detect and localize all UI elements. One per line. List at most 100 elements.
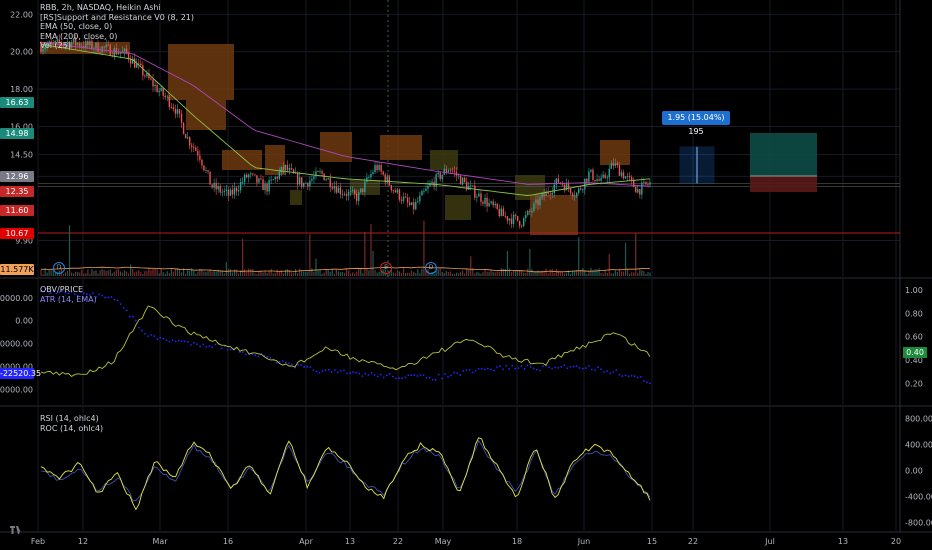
candle-body xyxy=(602,174,604,178)
volume-bar xyxy=(433,273,435,276)
candle-body xyxy=(557,178,560,183)
candle-body xyxy=(567,182,570,189)
candle-body xyxy=(209,171,211,185)
candle-body xyxy=(624,176,627,179)
volume-bar xyxy=(635,232,637,276)
atr-line-point xyxy=(584,367,587,369)
volume-bar xyxy=(40,269,42,276)
candle-body xyxy=(40,46,42,52)
atr-line-point xyxy=(382,376,385,379)
candle-body xyxy=(604,174,606,178)
atr-line-point xyxy=(141,329,143,332)
volume-bar xyxy=(510,272,513,276)
candle-body xyxy=(498,209,500,217)
candle-body xyxy=(569,188,572,194)
volume-bar xyxy=(315,258,317,276)
dividend-event-2[interactable]: D xyxy=(425,262,437,274)
volume-bar xyxy=(614,270,616,276)
atr-line-point xyxy=(254,354,257,357)
candle-body xyxy=(199,155,201,160)
atr-line-point xyxy=(257,355,260,358)
candle-body xyxy=(429,183,431,186)
atr-line-point xyxy=(493,369,495,372)
volume-bar xyxy=(429,273,431,276)
volume-bar xyxy=(588,271,590,276)
volume-bar xyxy=(447,271,449,276)
candle-body xyxy=(592,169,594,180)
atr-line-point xyxy=(52,289,55,291)
atr-line-point xyxy=(474,369,477,372)
volume-bar xyxy=(290,272,293,276)
volume-bar xyxy=(327,270,329,276)
measure-label[interactable]: 1.95 (15.04%) 195 xyxy=(662,111,730,136)
atr-line-point xyxy=(303,366,306,369)
rsi-tick-label: -800.00 xyxy=(905,519,932,528)
x-tick-label: Feb xyxy=(31,537,45,546)
candle-body xyxy=(178,109,181,114)
price-tag-1235: 12.35 xyxy=(0,186,34,197)
sr-zone xyxy=(445,195,471,220)
atr-line-point xyxy=(245,353,247,356)
candle-body xyxy=(620,172,623,176)
volume-bar xyxy=(563,273,566,276)
volume-bar xyxy=(154,268,156,276)
volume-bar xyxy=(44,268,46,276)
candle-body xyxy=(370,174,372,178)
candle-body xyxy=(549,193,551,195)
atr-line-point xyxy=(150,333,153,336)
candle-body xyxy=(453,171,456,172)
volume-bar xyxy=(498,271,500,276)
volume-bar xyxy=(343,272,346,276)
atr-line-point xyxy=(321,369,324,372)
atr-line-point xyxy=(171,339,174,341)
atr-line-point xyxy=(505,364,508,367)
candle-body xyxy=(298,177,301,185)
volume-bar xyxy=(592,270,594,276)
candle-body xyxy=(81,46,83,47)
candle-body xyxy=(635,187,637,193)
earnings-event[interactable]: E xyxy=(380,262,392,274)
volume-bar xyxy=(468,269,470,276)
candle-body xyxy=(243,174,246,182)
atr-line-point xyxy=(526,364,529,367)
candle-body xyxy=(42,49,44,52)
candle-body xyxy=(545,191,547,197)
volume-bar xyxy=(531,269,533,276)
atr-line-point xyxy=(407,374,410,377)
candle-body xyxy=(339,187,342,195)
candle-body xyxy=(156,84,158,92)
candle-body xyxy=(133,58,136,68)
candle-body xyxy=(319,171,321,173)
volume-bar xyxy=(221,271,223,276)
candle-body xyxy=(360,188,362,193)
legend-ema200: EMA (200, close, 0) xyxy=(40,31,118,41)
volume-bar xyxy=(464,273,466,276)
atr-line-point xyxy=(95,296,97,298)
volume-bar xyxy=(398,271,401,276)
sr-zone xyxy=(530,195,578,235)
candle-body xyxy=(506,216,509,221)
candle-body xyxy=(508,218,511,221)
candle-body xyxy=(449,170,452,172)
candle-body xyxy=(74,38,77,45)
atr-line-point xyxy=(578,367,581,369)
candle-body xyxy=(197,150,199,156)
atr-line-point xyxy=(64,291,67,294)
volume-bar xyxy=(237,273,240,276)
volume-bar xyxy=(366,268,368,276)
atr-line-point xyxy=(125,309,128,312)
atr-line-point xyxy=(147,335,150,338)
atr-line-point xyxy=(107,296,110,299)
candle-body xyxy=(398,189,401,200)
volume-bar xyxy=(488,271,490,276)
atr-value-tag: 0.40 xyxy=(903,347,927,358)
rsi-tick-label: 0.00 xyxy=(905,467,923,476)
atr-line-point xyxy=(569,365,572,368)
volume-bar xyxy=(323,272,325,276)
atr-line-point xyxy=(404,376,407,379)
dividend-event-1[interactable]: D xyxy=(53,262,65,274)
volume-bar xyxy=(242,238,244,276)
atr-line-point xyxy=(434,378,437,381)
atr-line-point xyxy=(318,371,321,374)
